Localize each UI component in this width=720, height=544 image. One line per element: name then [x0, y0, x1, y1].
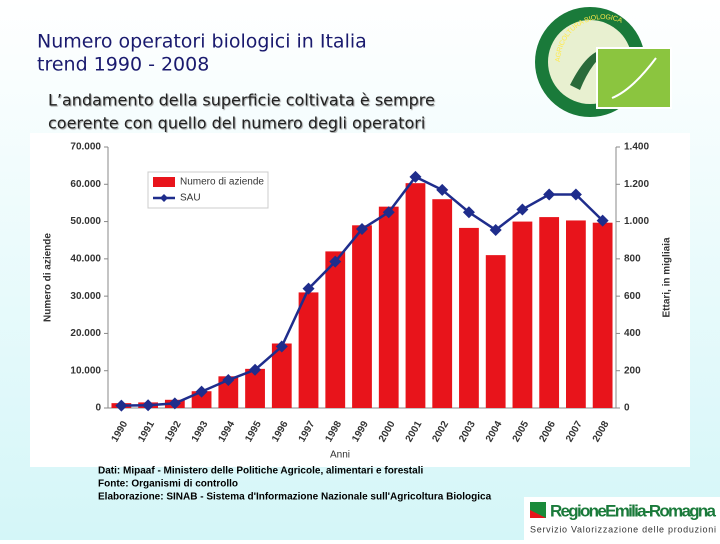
- bar: [271, 343, 292, 408]
- bar: [218, 376, 239, 408]
- y-axis-label: Numero di aziende: [43, 233, 54, 322]
- y-tick-label: 20.000: [70, 328, 101, 339]
- y2-tick-label: 800: [624, 253, 641, 264]
- marker: [543, 188, 556, 201]
- region-name: RegioneEmilia-Romagna: [550, 501, 717, 520]
- y2-tick-label: 0: [624, 403, 630, 414]
- note: Elaborazione: SINAB - Sistema d'Informaz…: [98, 492, 492, 503]
- y-tick-label: 40.000: [70, 253, 101, 264]
- y-tick-label: 0: [95, 403, 101, 414]
- legend-label: Numero di aziende: [180, 177, 264, 188]
- bar: [459, 227, 479, 408]
- note: Dati: Mipaaf - Ministero delle Politiche…: [98, 466, 423, 477]
- legend-marker: [160, 194, 168, 202]
- marker: [569, 188, 582, 201]
- marker: [489, 223, 502, 236]
- bar: [352, 225, 372, 408]
- chart: 0 10.000 20.000 30.000 40.000 50.000 60.000 70.…: [43, 142, 673, 461]
- legend-box: [147, 171, 269, 209]
- bar: [191, 391, 212, 408]
- x-axis-label: Anni: [330, 450, 350, 461]
- bar: [325, 251, 346, 408]
- y2-tick-label: 1.400: [624, 142, 649, 153]
- subtitle: L’andamento della superficie coltivata è…: [48, 91, 435, 110]
- bar: [405, 183, 426, 408]
- marker: [115, 399, 128, 412]
- y2-tick-label: 600: [624, 291, 641, 302]
- subtitle: coerente con quello del numero degli ope…: [48, 114, 425, 133]
- y2-tick-label: 1.200: [624, 179, 649, 190]
- note: Fonte: Organismi di controllo: [98, 479, 238, 490]
- y-tick-label: 70.000: [70, 142, 101, 153]
- y-tick-label: 60.000: [70, 179, 101, 190]
- bar: [592, 222, 613, 408]
- bar: [378, 206, 399, 408]
- bar: [566, 220, 586, 408]
- marker: [195, 385, 208, 398]
- region-logo: RegioneEmilia-Romagna Servizio Valorizza…: [524, 497, 720, 540]
- bar: [539, 217, 560, 408]
- title: trend 1990 - 2008: [37, 54, 209, 76]
- bar: [512, 221, 533, 408]
- marker: [168, 397, 181, 410]
- bar: [298, 292, 319, 408]
- marker: [409, 170, 422, 183]
- y-tick-label: 10.000: [70, 365, 101, 376]
- y2-tick-label: 1.000: [624, 216, 649, 227]
- title: Numero operatori biologici in Italia: [37, 31, 367, 53]
- legend-label: SAU: [180, 193, 201, 204]
- marker: [222, 374, 235, 387]
- marker: [302, 282, 315, 295]
- bar: [432, 199, 453, 408]
- logo-leaf: [570, 49, 610, 90]
- y-tick-label: 50.000: [70, 216, 101, 227]
- marker: [596, 214, 609, 227]
- marker: [382, 206, 395, 219]
- marker: [249, 363, 262, 376]
- eu-logo: AGRICOLTURA BIOLOGICA: [535, 7, 672, 117]
- marker: [142, 399, 155, 412]
- y2-tick-label: 400: [624, 328, 641, 339]
- y2-tick-label: 200: [624, 365, 641, 376]
- bar: [245, 368, 265, 408]
- y2-axis-label: Ettari, in migliaia: [662, 237, 673, 317]
- region-service: Servizio Valorizzazione delle produzioni: [530, 524, 716, 534]
- marker: [436, 183, 449, 196]
- eu-leaf-stars: [611, 57, 657, 99]
- y-tick-label: 30.000: [70, 291, 101, 302]
- bar: [485, 255, 506, 408]
- marker: [275, 340, 288, 353]
- marker: [462, 206, 475, 219]
- eu-leaf-logo: [596, 47, 672, 109]
- legend-swatch: [153, 177, 175, 187]
- marker: [329, 255, 342, 268]
- marker: [356, 223, 368, 236]
- marker: [516, 203, 529, 216]
- logo-mark: [530, 510, 546, 518]
- logo-box: [524, 497, 720, 540]
